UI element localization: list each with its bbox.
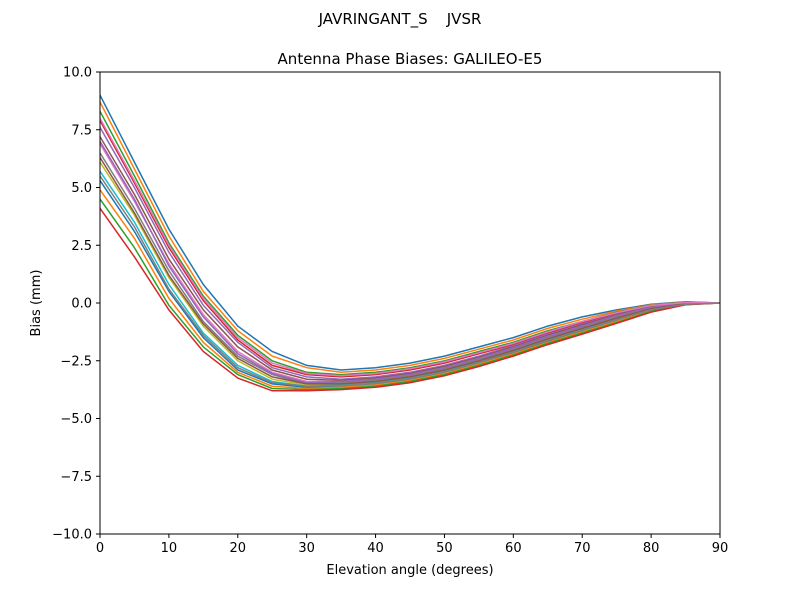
y-tick-label: −7.5 bbox=[60, 470, 92, 485]
x-tick-label: 50 bbox=[436, 541, 453, 556]
series-line-14 bbox=[100, 207, 720, 392]
x-axis: 0 10 20 30 40 50 60 70 80 90 bbox=[96, 534, 728, 556]
series-line-18 bbox=[100, 175, 720, 387]
y-tick-label: 2.5 bbox=[71, 239, 92, 254]
y-axis: 10.0 7.5 5.0 2.5 0.0 −2.5 −5.0 −7.5 −10.0 bbox=[52, 66, 100, 543]
series-line-1 bbox=[100, 94, 720, 371]
x-tick-label: 40 bbox=[367, 541, 384, 556]
y-tick-label: 10.0 bbox=[63, 66, 92, 81]
series-line-12 bbox=[100, 189, 720, 390]
y-tick-label: −2.5 bbox=[60, 354, 92, 369]
series-layer bbox=[100, 94, 720, 392]
x-tick-label: 60 bbox=[505, 541, 522, 556]
chart-title: Antenna Phase Biases: GALILEO-E5 bbox=[278, 50, 543, 68]
x-tick-label: 80 bbox=[643, 541, 660, 556]
x-tick-label: 20 bbox=[230, 541, 247, 556]
series-line-2 bbox=[100, 101, 720, 374]
y-tick-label: 7.5 bbox=[71, 123, 92, 138]
series-line-15 bbox=[100, 140, 720, 384]
x-tick-label: 0 bbox=[96, 541, 104, 556]
series-line-17 bbox=[100, 117, 720, 377]
y-tick-label: 5.0 bbox=[71, 181, 92, 196]
x-tick-label: 30 bbox=[298, 541, 315, 556]
x-tick-label: 10 bbox=[161, 541, 178, 556]
y-axis-label: Bias (mm) bbox=[29, 270, 44, 337]
y-tick-label: −5.0 bbox=[60, 412, 92, 427]
y-tick-label: 0.0 bbox=[71, 297, 92, 312]
x-axis-label: Elevation angle (degrees) bbox=[326, 563, 493, 578]
y-tick-label: −10.0 bbox=[52, 528, 92, 543]
series-line-16 bbox=[100, 157, 720, 385]
x-tick-label: 90 bbox=[712, 541, 729, 556]
x-tick-label: 70 bbox=[574, 541, 591, 556]
series-line-8 bbox=[100, 152, 720, 385]
chart-suptitle: JAVRINGANT_S JVSR bbox=[318, 10, 482, 29]
